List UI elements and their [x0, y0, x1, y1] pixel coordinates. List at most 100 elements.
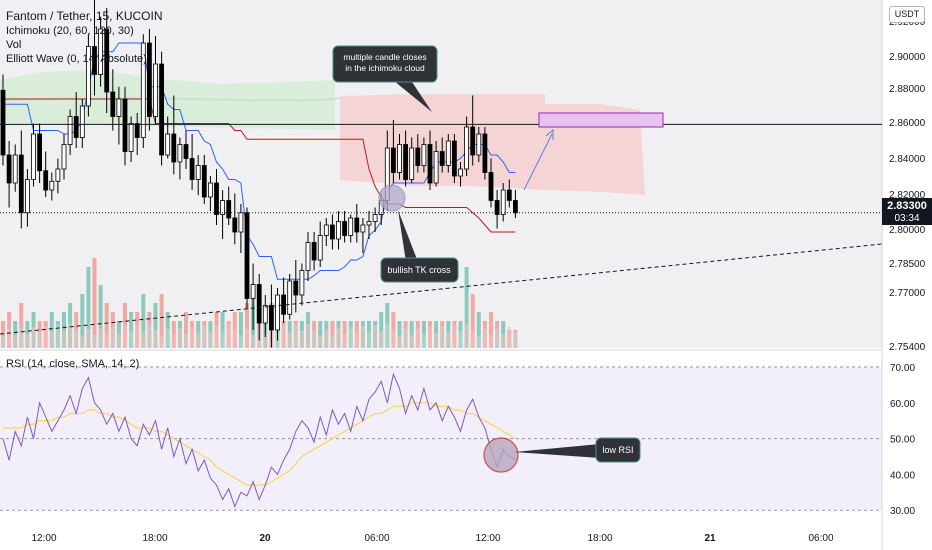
volume-bar-shadow: [68, 324, 73, 348]
volume-bar-shadow: [147, 324, 152, 348]
callout-text: low RSI: [602, 445, 633, 455]
candle-body: [488, 172, 494, 201]
candle-body: [464, 126, 470, 170]
candle-body: [415, 147, 421, 166]
price-tick-label: 2.80000: [889, 225, 926, 236]
candle-body: [366, 221, 372, 226]
candle-body: [354, 217, 360, 233]
candle-body: [207, 182, 213, 198]
volume-bar-shadow: [159, 336, 164, 348]
candle-body: [311, 242, 317, 261]
candle-body: [409, 147, 415, 180]
price-tick-label: 2.84000: [889, 154, 926, 165]
volume-bar: [129, 312, 134, 348]
volume-bar: [470, 294, 475, 348]
candle-body: [238, 212, 244, 233]
candle-body: [250, 284, 256, 299]
candle-body: [500, 189, 506, 215]
rsi-legend[interactable]: RSI (14, close, SMA, 14, 2): [6, 358, 140, 370]
candle-body: [268, 305, 274, 331]
candle-body: [159, 63, 165, 156]
candle-body: [317, 235, 323, 261]
symbol-legend[interactable]: Fantom / Tether, 15, KUCOIN: [6, 9, 163, 23]
price-tick-label: 2.86000: [889, 118, 926, 129]
callout-low-rsi: [595, 437, 641, 463]
volume-bar-shadow: [446, 332, 451, 348]
candle-body: [12, 154, 18, 184]
volume-bar-shadow: [165, 329, 170, 348]
volume-bar-shadow: [458, 331, 463, 348]
elliott-wave-legend[interactable]: Elliott Wave (0, 14, Absolute): [6, 53, 147, 65]
volume-bar: [379, 312, 384, 348]
volume-bar-shadow: [434, 333, 439, 348]
volume-bar: [104, 303, 109, 348]
candle-body: [201, 165, 207, 198]
price-tick-label: 2.88000: [889, 84, 926, 95]
volume-bar-shadow: [80, 336, 85, 348]
candle-body: [445, 140, 451, 166]
candle-body: [79, 105, 85, 138]
axes: 2.920002.900002.880002.860002.840002.820…: [31, 17, 925, 544]
currency-badge[interactable]: USDT: [889, 6, 925, 23]
volume-bar: [86, 267, 91, 348]
volume-legend[interactable]: Vol: [6, 39, 22, 51]
volume-bar-shadow: [110, 327, 115, 348]
candle-body: [86, 46, 91, 107]
low-rsi-marker: [483, 437, 519, 473]
candle-body: [0, 89, 6, 156]
candle-body: [390, 147, 396, 173]
candle-body: [134, 123, 140, 138]
candle-body: [226, 200, 232, 219]
candle-body: [214, 182, 219, 215]
volume-bar: [489, 312, 493, 348]
drawings[interactable]: [0, 112, 883, 335]
forecast-arrow: [523, 133, 553, 191]
volume-bar-shadow: [171, 335, 176, 348]
candle-body: [513, 200, 518, 214]
volume-bar: [80, 294, 85, 348]
ichimoku-legend[interactable]: Ichimoku (20, 60, 120, 30): [6, 25, 134, 37]
tk-cross-marker: [378, 184, 406, 212]
volume-bar-shadow: [428, 327, 432, 348]
volume-bar: [330, 321, 335, 348]
candle-body: [470, 126, 476, 156]
candle-body: [140, 42, 146, 138]
candle-body: [92, 46, 97, 75]
candle-body: [183, 144, 189, 159]
volume-bar-shadow: [342, 334, 347, 348]
candle-body: [110, 91, 116, 117]
candles[interactable]: [0, 0, 518, 348]
volume-bar-shadow: [184, 334, 188, 348]
candle-body: [329, 224, 335, 240]
trendline: [0, 243, 883, 335]
volume-bar-shadow: [13, 335, 18, 348]
time-tick-label: 12:00: [475, 533, 500, 544]
volume-bar-shadow: [330, 335, 335, 348]
volume-bar-shadow: [336, 328, 341, 348]
time-tick-label: 06:00: [364, 533, 389, 544]
volume-bar-shadow: [501, 334, 506, 348]
volume-bar-shadow: [220, 331, 225, 348]
callout-text: bullish TK cross: [387, 265, 451, 275]
volume-bar-shadow: [324, 329, 329, 348]
volume-bar-shadow: [1, 336, 5, 348]
volume-bar-shadow: [440, 326, 445, 348]
volume-bar-shadow: [293, 325, 298, 348]
volume-bar: [464, 267, 469, 348]
volume-bar-shadow: [507, 327, 512, 348]
rsi-line: [2, 372, 516, 508]
volume-bar-shadow: [385, 324, 390, 348]
candle-body: [49, 180, 55, 191]
volume-bar-shadow: [55, 325, 60, 348]
price-tick-label: 2.90000: [889, 52, 926, 63]
candle-body: [433, 151, 439, 184]
candle-body: [299, 270, 305, 296]
candle-body: [177, 144, 183, 163]
candle-body: [128, 123, 134, 152]
volume-bar: [62, 312, 66, 348]
candle-body: [189, 158, 195, 180]
volume-bar: [184, 312, 188, 348]
volume-bar: [409, 321, 414, 348]
